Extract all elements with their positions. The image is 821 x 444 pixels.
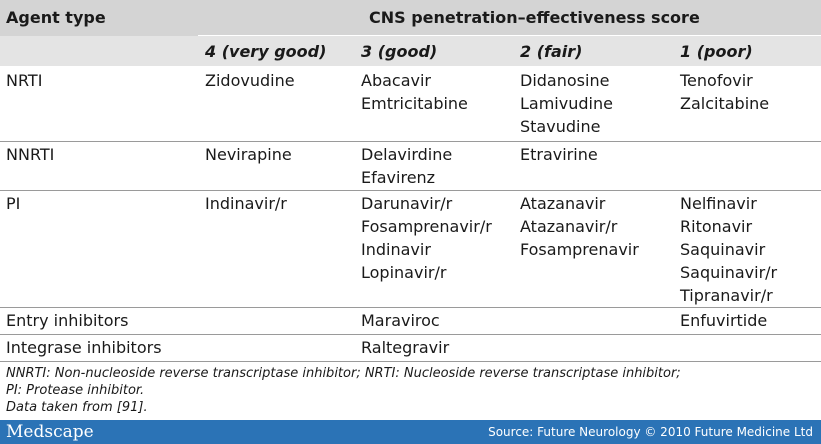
agent-type-cell: Integrase inhibitors: [6, 338, 162, 357]
drug-name: Enfuvirtide: [680, 311, 768, 330]
agent-type-cell: NNRTI: [6, 145, 55, 164]
table-notes: NNRTI: Non-nucleoside reverse transcript…: [6, 365, 681, 416]
drug-name: Delavirdine: [361, 145, 453, 164]
drug-name: Fosamprenavir: [520, 240, 639, 259]
drug-name: Maraviroc: [361, 311, 440, 330]
footer-bar: Medscape Source: Future Neurology © 2010…: [0, 420, 821, 444]
score-group-header: CNS penetration–effectiveness score: [369, 8, 700, 27]
agent-type-header: Agent type: [6, 8, 106, 27]
drug-name: Zalcitabine: [680, 94, 770, 113]
drug-name: Nevirapine: [205, 145, 292, 164]
source-credit: Source: Future Neurology © 2010 Future M…: [488, 425, 813, 439]
score-column-header-4: 4 (very good): [205, 42, 327, 61]
row-divider: [0, 361, 821, 362]
note-pi: PI: Protease inhibitor.: [6, 383, 145, 398]
drug-name: Atazanavir/r: [520, 217, 618, 236]
drug-name: Raltegravir: [361, 338, 450, 357]
note-source-ref: Data taken from [91].: [6, 400, 148, 415]
row-divider: [0, 190, 821, 191]
row-divider: [0, 141, 821, 142]
drug-name: Efavirenz: [361, 168, 436, 187]
drug-name: Indinavir/r: [205, 194, 287, 213]
drug-name: Saquinavir: [680, 240, 766, 259]
medscape-logo[interactable]: Medscape: [6, 422, 94, 442]
row-divider: [0, 334, 821, 335]
table-header-row-1: [0, 0, 821, 36]
note-abbreviations: NNRTI: Non-nucleoside reverse transcript…: [6, 366, 681, 381]
drug-name: Atazanavir: [520, 194, 606, 213]
drug-name: Fosamprenavir/r: [361, 217, 492, 236]
drug-name: Etravirine: [520, 145, 598, 164]
drug-name: Nelfinavir: [680, 194, 757, 213]
drug-name: Darunavir/r: [361, 194, 453, 213]
score-column-header-1: 1 (poor): [680, 42, 753, 61]
agent-type-cell: Entry inhibitors: [6, 311, 129, 330]
drug-name: Lamivudine: [520, 94, 613, 113]
drug-name: Lopinavir/r: [361, 263, 447, 282]
drug-name: Stavudine: [520, 117, 601, 136]
header-divider: [198, 35, 821, 36]
drug-name: Tenofovir: [680, 71, 753, 90]
drug-name: Zidovudine: [205, 71, 295, 90]
drug-name: Didanosine: [520, 71, 610, 90]
drug-name: Abacavir: [361, 71, 431, 90]
score-column-header-2: 2 (fair): [520, 42, 583, 61]
drug-name: Ritonavir: [680, 217, 753, 236]
drug-name: Saquinavir/r: [680, 263, 778, 282]
score-column-header-3: 3 (good): [361, 42, 438, 61]
drug-name: Tipranavir/r: [680, 286, 773, 305]
drug-name: Emtricitabine: [361, 94, 468, 113]
table-header-row-2: [0, 36, 821, 66]
agent-type-cell: NRTI: [6, 71, 43, 90]
row-divider: [0, 307, 821, 308]
agent-type-cell: PI: [6, 194, 21, 213]
drug-name: Indinavir: [361, 240, 431, 259]
